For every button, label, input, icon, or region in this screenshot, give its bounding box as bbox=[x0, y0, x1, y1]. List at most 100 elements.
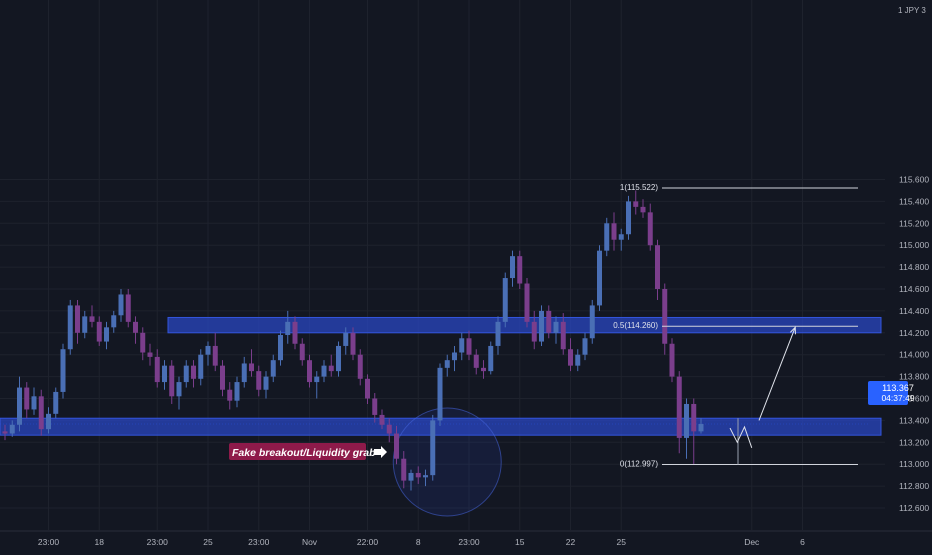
candle-body bbox=[46, 413, 51, 430]
candle-body bbox=[183, 365, 189, 383]
candle-body bbox=[676, 376, 682, 438]
candle-body bbox=[698, 424, 704, 432]
time-tick-label: 18 bbox=[95, 537, 105, 547]
candle-body bbox=[227, 389, 233, 401]
candle-body bbox=[365, 378, 370, 399]
candle-body bbox=[626, 201, 631, 235]
liquidity-circle-layer bbox=[392, 407, 502, 517]
candle-body bbox=[589, 305, 595, 339]
candle-body bbox=[140, 332, 146, 353]
projection-arrow-line bbox=[758, 327, 796, 421]
candle-body bbox=[38, 396, 44, 430]
candle-body bbox=[343, 332, 349, 346]
candle-body bbox=[60, 349, 66, 392]
candle-body bbox=[162, 365, 167, 383]
candles bbox=[2, 190, 704, 491]
annotation-text: Fake breakout/Liquidity grab bbox=[232, 447, 376, 459]
candle-body bbox=[31, 396, 37, 410]
price-tick-label: 115.600 bbox=[899, 175, 929, 185]
candle-body bbox=[154, 356, 160, 383]
candle-body bbox=[662, 289, 668, 344]
time-tick-label: 23:00 bbox=[458, 537, 480, 547]
candle-body bbox=[111, 315, 117, 328]
candle-body bbox=[118, 294, 124, 316]
candle-body bbox=[408, 472, 414, 481]
candle-body bbox=[604, 223, 610, 251]
candle-body bbox=[234, 382, 240, 401]
candle-body bbox=[292, 321, 298, 344]
candle-body bbox=[510, 256, 515, 279]
candle-body bbox=[669, 343, 675, 377]
current-price-label: 113.367 04:37:49 bbox=[868, 381, 915, 405]
price-tick-label: 114.800 bbox=[899, 262, 929, 272]
candle-body bbox=[270, 360, 276, 377]
candle-body bbox=[125, 294, 131, 322]
candle-body bbox=[546, 310, 552, 333]
price-tick-label: 115.200 bbox=[899, 218, 929, 228]
candle-body bbox=[437, 367, 443, 421]
candle-body bbox=[350, 332, 356, 355]
candle-body bbox=[379, 414, 385, 425]
candle-body bbox=[539, 310, 544, 342]
candle-body bbox=[212, 345, 218, 366]
candle-body bbox=[618, 234, 624, 240]
price-tick-label: 113.000 bbox=[899, 459, 929, 469]
price-tick-label: 114.600 bbox=[899, 284, 929, 294]
current-price-box bbox=[868, 381, 908, 405]
candle-body bbox=[401, 458, 407, 481]
candle-body bbox=[488, 345, 494, 372]
arrowhead-icon bbox=[790, 326, 796, 335]
time-tick-label: Dec bbox=[744, 537, 760, 547]
candle-body bbox=[220, 365, 225, 390]
candle-body bbox=[256, 371, 262, 390]
candle-body bbox=[502, 278, 508, 322]
candle-body bbox=[147, 352, 153, 357]
candle-body bbox=[24, 387, 30, 410]
candle-body bbox=[444, 360, 450, 368]
candle-body bbox=[568, 349, 573, 366]
candle-body bbox=[133, 321, 138, 333]
candle-body bbox=[473, 354, 479, 368]
candle-body bbox=[53, 391, 59, 414]
price-tick-label: 113.200 bbox=[899, 437, 929, 447]
candle-body bbox=[198, 354, 204, 379]
fib-label: 0.5(114.260) bbox=[613, 321, 658, 330]
liquidity-circle bbox=[392, 407, 502, 517]
candle-body bbox=[169, 365, 175, 397]
price-tick-label: 112.800 bbox=[899, 481, 929, 491]
price-countdown: 04:37:49 bbox=[881, 393, 914, 403]
current-price-value: 113.367 bbox=[882, 383, 914, 393]
candle-body bbox=[263, 376, 269, 390]
price-tick-label: 114.200 bbox=[899, 328, 929, 338]
candle-body bbox=[357, 354, 363, 379]
time-tick-label: 22:00 bbox=[357, 537, 379, 547]
candle-body bbox=[647, 212, 653, 246]
price-tick-label: 113.400 bbox=[899, 415, 929, 425]
price-axis[interactable]: 112.600 112.800 113.000 113.200 113.400 113.6… bbox=[899, 175, 929, 514]
time-tick-label: 23:00 bbox=[147, 537, 169, 547]
candle-body bbox=[314, 376, 320, 383]
price-tick-label: 114.000 bbox=[899, 350, 929, 360]
time-tick-label: 25 bbox=[617, 537, 627, 547]
candle-body bbox=[481, 367, 486, 372]
candle-body bbox=[655, 245, 660, 289]
candle-body bbox=[89, 316, 95, 322]
candle-body bbox=[96, 321, 102, 342]
projection-drawing[interactable] bbox=[729, 326, 796, 448]
candle-body bbox=[430, 420, 436, 476]
time-axis[interactable]: 23:00 18 23:00 25 23:00 Nov 22:00 8 23:00 15 22 25 D… bbox=[0, 530, 932, 547]
candle-body bbox=[691, 403, 697, 432]
price-tick-label: 113.800 bbox=[899, 372, 929, 382]
candle-body bbox=[328, 365, 334, 372]
candle-body bbox=[104, 327, 109, 342]
candle-body bbox=[466, 338, 472, 355]
candle-body bbox=[524, 283, 530, 322]
zigzag-path bbox=[729, 425, 753, 448]
candle-body bbox=[582, 338, 588, 355]
annotation-group[interactable]: Fake breakout/Liquidity grab bbox=[229, 443, 387, 460]
fib-retracement[interactable]: 1(115.522) 0.5(114.260) 0(112.997) bbox=[613, 183, 858, 469]
candle-body bbox=[560, 321, 566, 350]
time-tick-label: 6 bbox=[800, 537, 805, 547]
